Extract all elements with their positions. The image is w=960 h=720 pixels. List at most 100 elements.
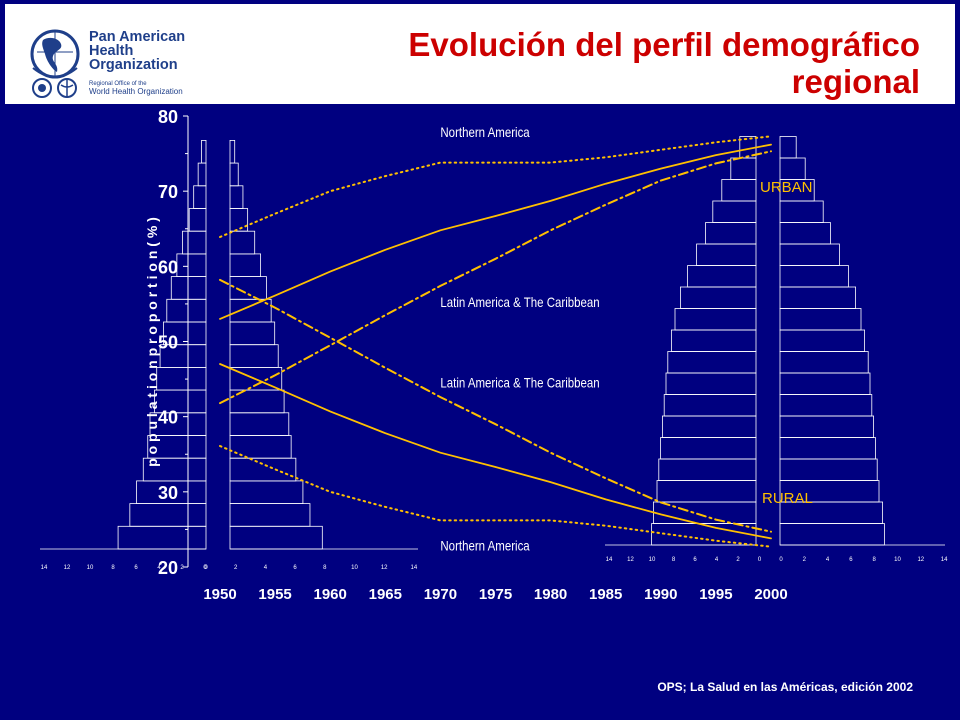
pyramid-bar [229, 162, 239, 187]
pyramid-tick-label: 0 [204, 565, 208, 571]
pyramid-bar [229, 412, 290, 436]
pyramid-bar [662, 415, 757, 438]
pyramid-bar [779, 329, 865, 352]
pyramid-bar [779, 157, 806, 180]
pyramid-tick-label: 0 [203, 565, 207, 571]
pyramid-bar [229, 276, 267, 300]
series-line-rural-solid [219, 363, 772, 540]
pyramid-tick-label: 14 [606, 557, 613, 563]
y-tick-label: 60 [158, 257, 178, 277]
pyramid-bar [779, 351, 869, 374]
y-tick-label: 20 [158, 558, 178, 578]
pyramid-bar [779, 136, 797, 159]
x-tick-label: 1975 [479, 586, 512, 603]
pyramid-tick-label: 8 [672, 557, 676, 563]
pyramid-bar [705, 222, 757, 245]
pyramid-tick-label: 4 [826, 557, 830, 563]
pyramid-tick-label: 2 [234, 565, 238, 571]
pyramid-bar [201, 139, 207, 164]
series-annotation: Latin America & The Caribbean [440, 374, 599, 390]
pyramid-tick-label: 12 [917, 557, 924, 563]
series-line-rural-dotted [219, 445, 772, 548]
pyramid-tick-label: 2 [736, 557, 740, 563]
pyramid-bar [779, 394, 873, 417]
organization-subtitle-line: World Health Organization [89, 87, 183, 96]
pyramid-bar [193, 185, 207, 209]
pyramid-bar [674, 308, 757, 331]
pyramid-bar [229, 503, 311, 527]
series-line-urban-solid [219, 143, 772, 320]
x-tick-label: 1970 [424, 586, 457, 603]
x-tick-label: 1960 [314, 586, 347, 603]
pyramid-bar [188, 208, 207, 232]
x-tick-label: 1995 [699, 586, 732, 603]
pyramid-bar [197, 162, 207, 187]
organization-name-line: Organization [89, 57, 178, 73]
pyramid-bar [730, 157, 757, 180]
pyramid-bar [680, 286, 757, 309]
pyramid-bar [779, 415, 874, 438]
organization-subtitle-line: Regional Office of the [89, 81, 147, 87]
y-tick-label: 70 [158, 182, 178, 202]
pyramid-bar [651, 523, 757, 546]
x-tick-label: 1980 [534, 586, 567, 603]
pyramid-tick-label: 4 [157, 565, 161, 571]
pyramid-tick-label: 2 [180, 565, 184, 571]
pyramid-tick-label: 14 [941, 557, 948, 563]
pyramid-tick-label: 10 [649, 557, 656, 563]
x-tick-label: 1955 [258, 586, 291, 603]
pyramid-bar [779, 437, 876, 460]
pyramid-tick-label: 12 [627, 557, 634, 563]
header-banner: Pan American Health Organization Regiona… [5, 4, 955, 104]
paho-logo: Pan American Health Organization Regiona… [27, 22, 217, 102]
pyramid-bar [117, 525, 207, 550]
pyramid-tick-label: 14 [411, 565, 418, 571]
series-annotation: Latin America & The Caribbean [440, 294, 599, 310]
pyramid-bar [182, 230, 207, 255]
pyramid-bar [779, 200, 824, 223]
pyramid-bar [229, 230, 256, 255]
pyramid-bar [229, 480, 304, 504]
pyramid-bar [229, 253, 261, 277]
organization-name: Pan American Health Organization [89, 30, 185, 73]
pyramid-tick-label: 14 [41, 565, 48, 571]
x-tick-label: 1965 [369, 586, 402, 603]
pyramid-tick-label: 0 [779, 557, 783, 563]
pyramid-bar [229, 185, 244, 209]
pyramid-bar [671, 329, 757, 352]
organization-name-line: Health [89, 43, 134, 59]
pyramid-bar [229, 435, 292, 459]
pyramid-bar [779, 222, 831, 245]
chart-labels: Northern America Latin America & The Cari… [440, 124, 812, 554]
x-tick-label: 1950 [203, 586, 236, 603]
pyramid-bar [687, 265, 757, 288]
x-tick-label: 2000 [754, 586, 787, 603]
pyramid-tick-label: 2 [803, 557, 807, 563]
pyramid-bar [658, 458, 757, 481]
pyramid-tick-label: 6 [134, 565, 138, 571]
pyramid-bar [156, 366, 207, 391]
pyramid-bar [779, 286, 856, 309]
pyramid-bar [779, 265, 849, 288]
pyramid-bar [779, 523, 885, 546]
pyramid-bar [779, 243, 840, 266]
pyramid-bar [667, 351, 757, 374]
x-tick-label: 1985 [589, 586, 622, 603]
y-tick-label: 40 [158, 408, 178, 428]
series-line-urban-dotted [219, 135, 772, 238]
pyramid-tick-label: 12 [381, 565, 388, 571]
pyramid-bar [779, 308, 862, 331]
pyramid-tick-label: 10 [87, 565, 94, 571]
pyramid-bar [229, 344, 279, 368]
pyramid-bar [229, 208, 249, 232]
slide-title: Evolución del perfil demográfico regiona… [408, 26, 920, 100]
x-tick-label: 1990 [644, 586, 677, 603]
series-annotation: Northern America [440, 124, 530, 140]
pyramid-bar [779, 372, 871, 395]
population-pyramid-2000 [605, 136, 945, 546]
pyramid-tick-label: 10 [351, 565, 358, 571]
pyramid-bar [660, 437, 757, 460]
